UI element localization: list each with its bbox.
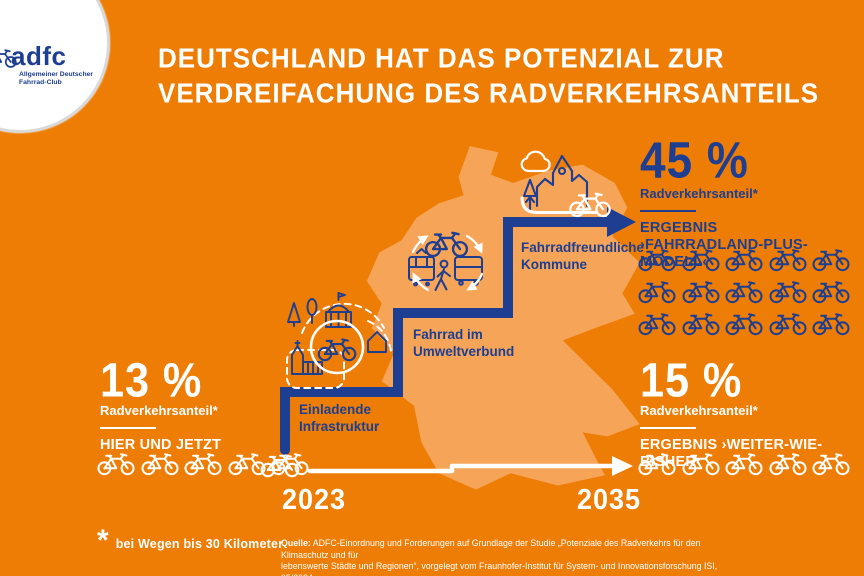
step-label-line: Fahrradfreundliche <box>521 240 645 255</box>
divider <box>640 427 696 429</box>
stat-plus-scenario: ERGEBNIS ›FAHRRADLAND-PLUS-MODELL‹ <box>640 220 864 271</box>
bike-icon <box>638 311 676 336</box>
footnote: * bei Wegen bis 30 Kilometer <box>97 524 284 557</box>
town-hall-icon <box>325 292 352 328</box>
stat-asusual-value: 15 % <box>640 352 743 407</box>
cloud-icon <box>520 150 551 173</box>
source-line-1: Quelle: ADFC-Einordnung und Forderungen … <box>281 538 731 561</box>
bike-icon <box>769 247 807 272</box>
bike-icon <box>812 279 850 304</box>
logo-subline-2: Fahrrad-Club <box>19 79 62 86</box>
bike-icon <box>812 311 850 336</box>
bike-icon <box>812 247 850 272</box>
stat-now-caption: Radverkehrsanteil* <box>100 403 218 418</box>
bike-icon <box>682 311 720 336</box>
bike-icon <box>769 279 807 304</box>
bike-icon <box>682 279 720 304</box>
bike-icon <box>769 451 807 476</box>
bike-icon <box>569 192 611 218</box>
step-label-line: Infrastruktur <box>299 419 380 434</box>
tree-icon <box>306 298 318 316</box>
bike-row-asusual <box>638 451 856 483</box>
bike-icon <box>725 279 763 304</box>
fir-tree-icon <box>522 178 538 198</box>
up-arrow-icon <box>524 195 536 212</box>
scenario-line: ERGEBNIS <box>640 220 718 236</box>
title-line-1: DEUTSCHLAND HAT DAS POTENZIAL ZUR <box>158 42 725 74</box>
step-label-line: Einladende <box>299 402 372 417</box>
timeline-start-year: 2023 <box>282 484 347 516</box>
step-label-line: Fahrrad im <box>413 327 483 342</box>
logo-subline: Allgemeiner Deutscher Fahrrad-Club <box>19 71 93 87</box>
timeline-end-year: 2035 <box>577 484 642 516</box>
house-icon <box>367 331 387 353</box>
cycle-arrows <box>411 234 484 292</box>
bike-icon <box>638 247 676 272</box>
page-title: DEUTSCHLAND HAT DAS POTENZIAL ZUR VERDRE… <box>158 41 819 111</box>
bike-icon <box>682 451 720 476</box>
step-label-line: Kommune <box>521 257 588 272</box>
bike-icon <box>141 451 179 476</box>
ground-line <box>520 196 599 214</box>
bike-icon <box>260 452 300 478</box>
city-skyline-icon <box>535 154 589 208</box>
bike-icon <box>725 451 763 476</box>
source-note: Quelle: ADFC-Einordnung und Forderungen … <box>281 538 731 576</box>
bike-icon <box>725 311 763 336</box>
stat-asusual-caption: Radverkehrsanteil* <box>640 403 758 418</box>
bike-icon <box>682 247 720 272</box>
divider <box>100 427 156 429</box>
bike-icon <box>769 311 807 336</box>
stat-now: 13 % Radverkehrsanteil* HIER UND JETZT <box>100 356 330 454</box>
bike-icon <box>638 279 676 304</box>
tram-icon <box>408 248 435 287</box>
bike-icon <box>725 247 763 272</box>
fir-tree-icon <box>287 302 301 327</box>
stat-now-value: 13 % <box>100 352 203 407</box>
bike-row-plus <box>638 247 856 343</box>
title-line-2: VERDREIFACHUNG DES RADVERKEHRSANTEILS <box>158 77 820 109</box>
logo-wordmark: adfc <box>11 41 67 71</box>
pedestrian-icon <box>434 259 451 291</box>
bus-icon <box>454 256 483 286</box>
step-label-line: Umweltverbund <box>413 344 515 359</box>
bike-icon <box>638 451 676 476</box>
stat-plus-caption: Radverkehrsanteil* <box>640 186 758 201</box>
step-label-kommune: Fahrradfreundliche Kommune <box>521 239 644 273</box>
source-line-2: lebenswerte Städte und Regionen“, vorgel… <box>281 561 718 576</box>
step-label-infrastruktur: Einladende Infrastruktur <box>299 401 379 435</box>
stat-now-scenario: HIER UND JETZT <box>100 437 222 453</box>
footnote-text: bei Wegen bis 30 Kilometer <box>115 537 284 551</box>
bike-icon <box>424 231 469 258</box>
divider <box>640 210 696 212</box>
bike-icon <box>184 451 222 476</box>
stat-plus-modell: 45 % Radverkehrsanteil* ERGEBNIS ›FAHRRA… <box>640 132 864 271</box>
bike-icon <box>812 451 850 476</box>
source-text: ADFC-Einordnung und Forderungen auf Grun… <box>281 538 701 560</box>
source-label: Quelle: <box>281 538 311 548</box>
step-label-umweltverbund: Fahrrad im Umweltverbund <box>413 326 514 360</box>
logo-subline-1: Allgemeiner Deutscher <box>19 71 94 78</box>
dashed-arc <box>301 302 385 334</box>
asterisk-marker: * <box>97 524 109 557</box>
stat-plus-value: 45 % <box>640 132 749 190</box>
bike-icon <box>97 451 135 476</box>
